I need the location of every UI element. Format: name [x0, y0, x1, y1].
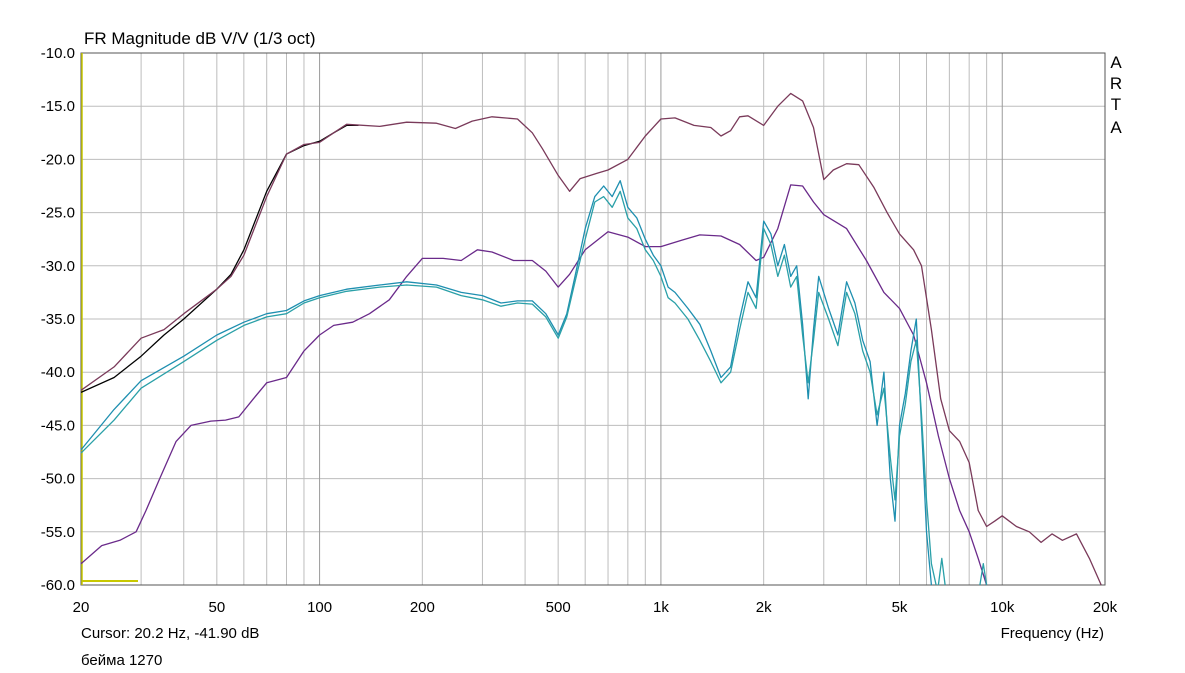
y-tick-label: -10.0: [41, 45, 75, 62]
y-tick-label: -60.0: [41, 577, 75, 594]
series-line-4: [80, 180, 933, 586]
series-line-3: [80, 184, 988, 586]
series-fragment-2: [979, 563, 988, 586]
grid: [81, 53, 1105, 585]
series-layer: [80, 92, 1102, 586]
series-line-2: [80, 92, 1102, 586]
y-tick-label: -45.0: [41, 417, 75, 434]
x-tick-label: 200: [410, 599, 435, 616]
brand-label: A R T A: [1110, 53, 1122, 137]
y-tick-label: -30.0: [41, 258, 75, 275]
chart-title: FR Magnitude dB V/V (1/3 oct): [84, 29, 316, 48]
series-line-5: [80, 190, 937, 586]
x-tick-label: 20k: [1093, 599, 1118, 616]
cursor-readout: Cursor: 20.2 Hz, -41.90 dB: [81, 625, 259, 642]
y-tick-label: -40.0: [41, 364, 75, 381]
x-tick-label: 100: [307, 599, 332, 616]
y-tick-label: -55.0: [41, 524, 75, 541]
brand-letter-a2: A: [1110, 118, 1122, 137]
y-tick-label: -20.0: [41, 151, 75, 168]
brand-letter-t: T: [1111, 95, 1121, 114]
y-tick-label: -50.0: [41, 471, 75, 488]
x-tick-label: 5k: [892, 599, 908, 616]
y-tick-label: -35.0: [41, 311, 75, 328]
y-tick-label: -25.0: [41, 205, 75, 222]
series-fragment-1: [937, 557, 946, 586]
x-tick-label: 20: [73, 599, 90, 616]
x-tick-label: 1k: [653, 599, 669, 616]
x-tick-labels: 20 50 100 200 500 1k 2k 5k 10k 20k: [73, 599, 1118, 616]
series-line-1: [80, 124, 359, 393]
brand-letter-a: A: [1110, 53, 1122, 72]
x-tick-label: 50: [208, 599, 225, 616]
x-tick-label: 500: [546, 599, 571, 616]
y-tick-label: -15.0: [41, 98, 75, 115]
brand-letter-r: R: [1110, 74, 1122, 93]
x-tick-label: 10k: [990, 599, 1015, 616]
plot-frame: [80, 52, 1106, 586]
x-axis-label: Frequency (Hz): [1001, 625, 1104, 642]
y-tick-labels: -10.0 -15.0 -20.0 -25.0 -30.0 -35.0 -40.0 -45.0…: [41, 45, 75, 594]
measurement-name: бейма 1270: [81, 652, 162, 669]
x-tick-label: 2k: [756, 599, 772, 616]
